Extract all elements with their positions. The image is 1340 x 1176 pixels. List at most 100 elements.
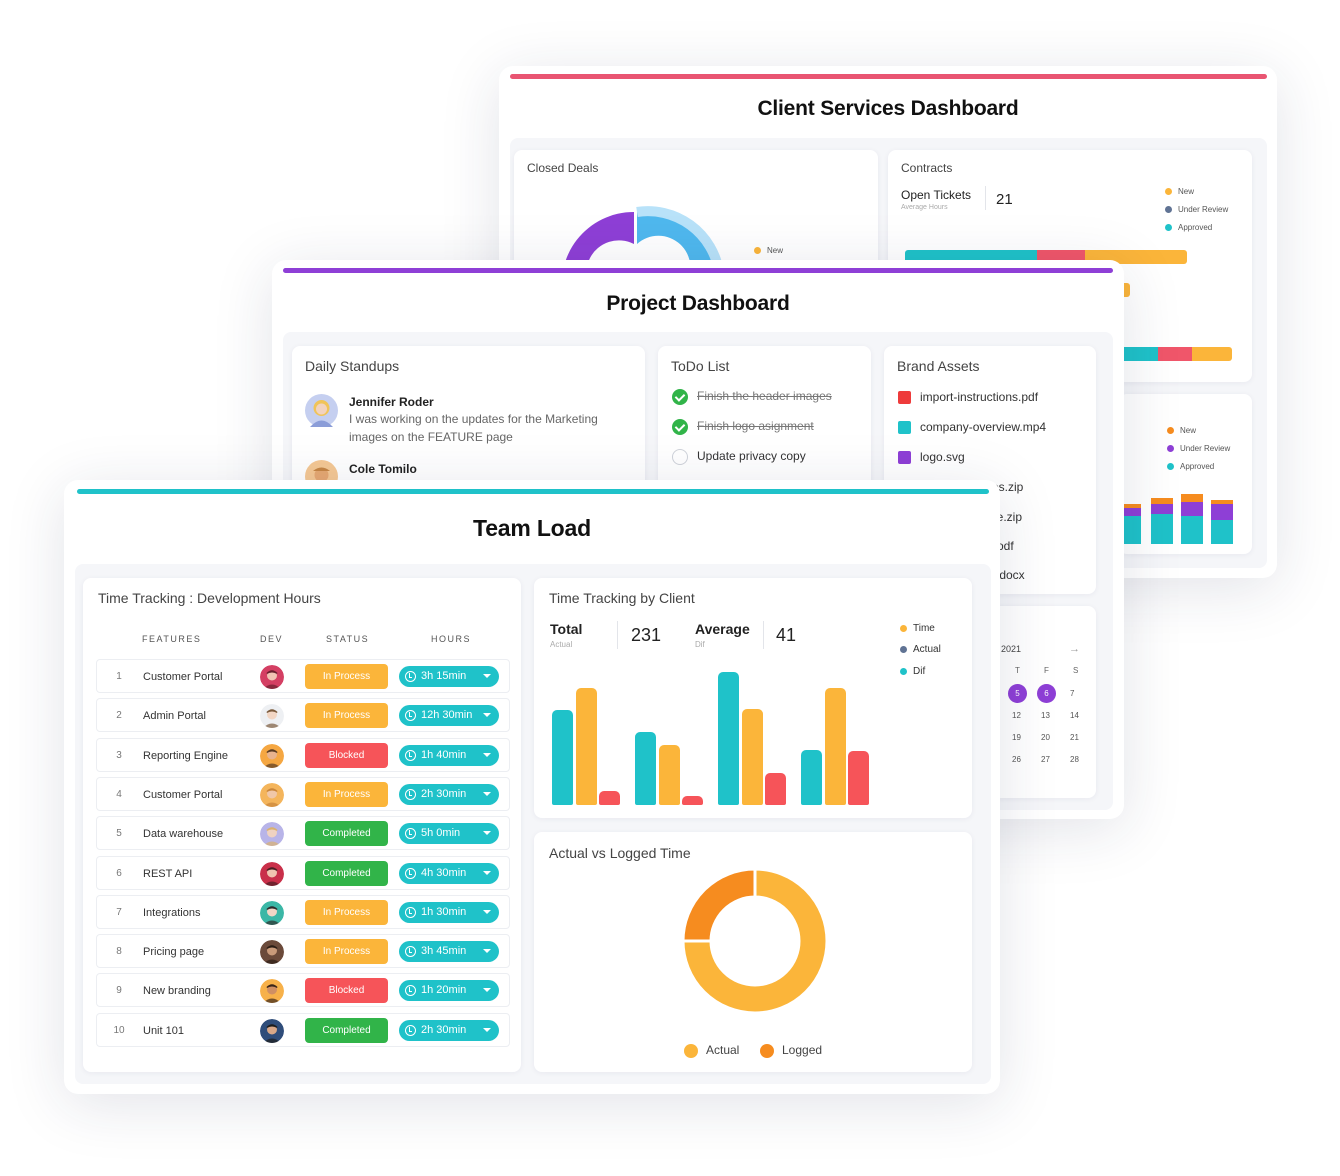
client-services-title: Client Services Dashboard — [757, 97, 1019, 120]
dev-avatar[interactable] — [260, 822, 284, 847]
hours-value: 3h 45min — [421, 945, 467, 958]
clock-icon — [405, 749, 416, 761]
hours-value: 1h 40min — [421, 748, 467, 761]
weekday-t: T — [1015, 666, 1020, 675]
total-sub: Actual — [550, 640, 573, 649]
chevron-down-icon[interactable] — [483, 949, 491, 954]
row-number: 4 — [116, 788, 122, 800]
table-row[interactable]: 2 Admin Portal In Process 12h 30min — [96, 698, 510, 733]
chevron-down-icon[interactable] — [483, 831, 491, 836]
todo-item-3[interactable]: Update privacy copy — [672, 449, 806, 465]
calendar-day-6[interactable]: 6 — [1037, 684, 1056, 703]
file-mp4[interactable]: company-overview.mp4 — [898, 420, 1046, 435]
checked-icon[interactable] — [672, 389, 688, 405]
hours-value: 3h 15min — [421, 670, 467, 682]
dev-avatar[interactable] — [260, 979, 284, 1004]
file-svg[interactable]: logo.svg — [898, 450, 965, 465]
dev-avatar[interactable] — [260, 665, 284, 689]
dev-avatar[interactable] — [260, 900, 284, 925]
row-feature: New branding — [143, 985, 211, 998]
hours-dropdown[interactable]: 2h 30min — [399, 1019, 499, 1041]
hours-dropdown[interactable]: 5h 0min — [399, 823, 499, 845]
calendar-next-icon[interactable]: → — [1069, 643, 1080, 655]
closed-deals-title: Closed Deals — [527, 161, 599, 175]
closed-deals-legend-new: New — [754, 246, 783, 255]
hours-dropdown[interactable]: 1h 30min — [399, 901, 499, 923]
calendar-day-26[interactable]: 26 — [1012, 755, 1021, 764]
todo-item-1[interactable]: Finish the header images — [672, 389, 832, 405]
chevron-down-icon[interactable] — [483, 988, 491, 993]
chevron-down-icon[interactable] — [483, 674, 491, 678]
unchecked-icon[interactable] — [672, 449, 688, 465]
checked-icon[interactable] — [672, 419, 688, 435]
row-feature: REST API — [143, 867, 193, 880]
calendar-day-14[interactable]: 14 — [1070, 711, 1079, 720]
calendar-day-28[interactable]: 28 — [1070, 755, 1079, 764]
todo-item-2[interactable]: Finish logo asignment — [672, 419, 814, 435]
slice-logged — [681, 867, 757, 943]
clock-icon — [405, 828, 416, 840]
chevron-down-icon[interactable] — [483, 1027, 491, 1032]
calendar-day-7[interactable]: 7 — [1070, 689, 1075, 698]
total-value: 231 — [631, 625, 662, 645]
hours-dropdown[interactable]: 3h 15min — [399, 666, 499, 687]
closed-deals-donut — [563, 206, 724, 270]
todo-list-card: ToDo List Finish the header images Finis… — [658, 346, 871, 506]
chevron-down-icon[interactable] — [483, 909, 491, 914]
file-zip-1[interactable]: es.zip — [992, 480, 1024, 494]
calendar-day-12[interactable]: 12 — [1012, 711, 1021, 720]
chevron-down-icon[interactable] — [483, 791, 491, 796]
status-badge: In Process — [305, 939, 388, 965]
header-dev: DEV — [260, 634, 284, 644]
chevron-down-icon[interactable] — [483, 870, 491, 875]
chevron-down-icon[interactable] — [483, 713, 491, 718]
table-row[interactable]: 7 Integrations In Process 1h 30min — [96, 894, 510, 929]
file-pdf[interactable]: import-instructions.pdf — [898, 390, 1038, 405]
dev-avatar[interactable] — [260, 861, 284, 886]
dev-avatar[interactable] — [260, 940, 284, 965]
dev-avatar[interactable] — [260, 782, 284, 807]
file-docx[interactable]: .docx — [996, 568, 1025, 582]
table-row[interactable]: 10 Unit 101 Completed 2h 30min — [96, 1012, 510, 1047]
table-row[interactable]: 9 New branding Blocked 1h 20min — [96, 973, 510, 1008]
table-row[interactable]: 6 REST API Completed 4h 30min — [96, 855, 510, 890]
calendar-day-19[interactable]: 19 — [1012, 733, 1021, 742]
by-client-bar-chart — [548, 660, 878, 805]
file-zip-2[interactable]: je.zip — [994, 510, 1023, 524]
hours-dropdown[interactable]: 12h 30min — [399, 705, 499, 727]
status-badge: Blocked — [305, 978, 388, 1004]
total-label: Total — [550, 621, 583, 637]
calendar-day-20[interactable]: 20 — [1041, 733, 1050, 742]
hours-dropdown[interactable]: 3h 45min — [399, 941, 499, 963]
dev-avatar[interactable] — [260, 743, 284, 768]
row-feature: Reporting Engine — [143, 749, 229, 762]
calendar-day-13[interactable]: 13 — [1041, 711, 1050, 720]
hours-dropdown[interactable]: 1h 40min — [399, 744, 499, 766]
legend-actual: Actual — [900, 644, 941, 655]
calendar-day-27[interactable]: 27 — [1041, 755, 1050, 764]
hours-dropdown[interactable]: 4h 30min — [399, 862, 499, 884]
hours-dropdown[interactable]: 2h 30min — [399, 783, 499, 805]
calendar-day-5[interactable]: 5 — [1008, 684, 1027, 703]
video-icon — [898, 421, 911, 435]
dev-avatar[interactable] — [260, 1018, 284, 1043]
file-pdf-2[interactable]: odf — [997, 539, 1014, 553]
open-tickets-sub: Average Hours — [901, 204, 948, 211]
table-row[interactable]: 5 Data warehouse Completed 5h 0min — [96, 816, 510, 851]
table-row[interactable]: 4 Customer Portal In Process 2h 30min — [96, 776, 510, 811]
calendar-day-21[interactable]: 21 — [1070, 733, 1079, 742]
row-feature: Admin Portal — [143, 710, 206, 723]
legend-dif: Dif — [900, 666, 925, 677]
status-stacked-columns — [1119, 494, 1233, 544]
hours-dropdown[interactable]: 1h 20min — [399, 980, 499, 1002]
clock-icon — [405, 906, 416, 918]
table-row[interactable]: 3 Reporting Engine Blocked 1h 40min — [96, 737, 510, 772]
dev-avatar[interactable] — [260, 704, 284, 729]
calendar-year: 2021 — [1001, 644, 1022, 654]
bar-actual-4 — [824, 688, 846, 805]
table-row[interactable]: 8 Pricing page In Process 3h 45min — [96, 934, 510, 969]
table-row[interactable]: 1 Customer Portal In Process 3h 15min — [96, 659, 510, 693]
client-services-accent-bar — [510, 74, 1267, 79]
chevron-down-icon[interactable] — [483, 752, 491, 757]
bar-time-4 — [801, 749, 822, 805]
